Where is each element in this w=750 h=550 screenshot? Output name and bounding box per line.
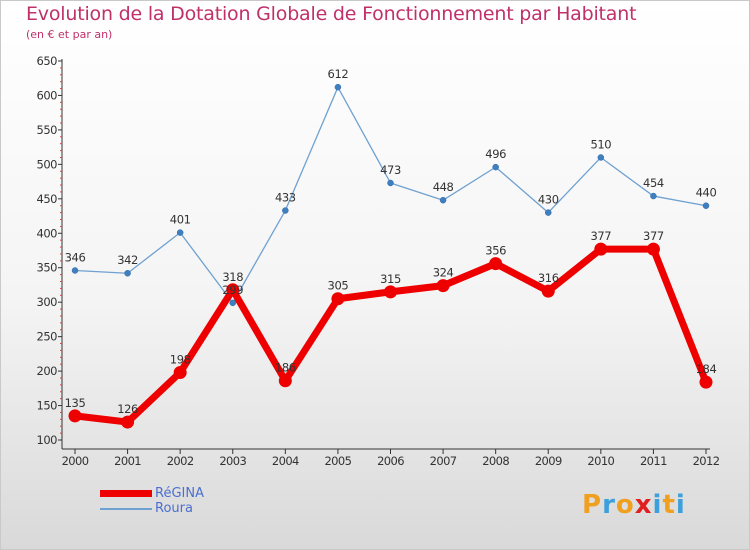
y-tick-label: 350: [37, 261, 58, 275]
brand-letter: i: [652, 490, 663, 520]
data-label-regina: 305: [328, 279, 349, 293]
point-regina: [699, 375, 713, 389]
x-tick-label: 2010: [587, 454, 614, 468]
x-tick-label: 2002: [167, 454, 194, 468]
x-tick-label: 2004: [272, 454, 299, 468]
brand-letter: t: [662, 490, 676, 520]
point-regina: [384, 285, 397, 299]
brand-letter: x: [634, 490, 653, 520]
point-regina: [541, 284, 555, 298]
data-label-regina: 377: [590, 229, 611, 243]
x-tick-label: 2000: [62, 454, 89, 468]
y-tick-label: 550: [37, 123, 58, 137]
data-label-roura: 401: [170, 213, 191, 227]
point-regina: [121, 415, 135, 429]
brand-letter: i: [675, 490, 686, 520]
point-regina: [331, 292, 345, 306]
point-roura: [702, 202, 710, 209]
data-label-regina: 324: [433, 266, 454, 280]
legend-item-regina: RéGINA: [100, 486, 204, 501]
legend-item-roura: Roura: [100, 501, 193, 516]
chart-subtitle: (en € et par an): [26, 28, 113, 41]
y-tick-label: 300: [37, 295, 58, 309]
proxiti-logo: Proxiti: [582, 490, 686, 520]
point-roura: [176, 229, 184, 236]
x-tick-label: 2008: [482, 454, 509, 468]
point-roura: [387, 179, 394, 187]
point-roura: [334, 83, 342, 91]
data-label-roura: 342: [117, 253, 138, 267]
data-label-roura: 510: [590, 137, 611, 151]
data-label-roura: 299: [222, 283, 243, 297]
x-tick-label: 2001: [114, 454, 141, 468]
brand-letter: o: [615, 490, 635, 520]
y-tick-label: 150: [37, 399, 58, 413]
point-roura: [597, 154, 605, 161]
data-label-regina: 184: [696, 362, 717, 376]
y-tick-label: 100: [37, 433, 58, 447]
data-label-roura: 448: [433, 180, 454, 194]
point-regina: [436, 279, 450, 293]
point-roura: [282, 207, 289, 214]
data-label-regina: 198: [170, 352, 191, 366]
y-tick-label: 600: [37, 88, 58, 102]
brand-letter: P: [582, 490, 603, 520]
data-label-roura: 454: [643, 176, 664, 190]
legend-swatch-roura: [100, 507, 152, 510]
legend-label-roura: Roura: [155, 501, 193, 516]
x-tick-label: 2006: [377, 454, 404, 468]
y-tick-label: 200: [37, 364, 58, 378]
legend-swatch-regina: [100, 490, 152, 497]
point-roura: [439, 196, 447, 204]
data-label-regina: 377: [643, 229, 664, 243]
data-label-roura: 473: [380, 163, 401, 177]
data-label-regina: 316: [538, 271, 559, 285]
data-label-regina: 356: [485, 244, 506, 258]
point-roura: [545, 209, 552, 216]
data-label-regina: 135: [65, 396, 86, 410]
data-label-roura: 433: [275, 191, 296, 205]
x-tick-label: 2005: [324, 454, 351, 468]
data-label-regina: 126: [117, 402, 138, 416]
point-regina: [278, 374, 292, 388]
y-tick-label: 450: [37, 192, 58, 206]
point-regina: [489, 257, 503, 271]
x-tick-label: 2012: [693, 454, 720, 468]
data-label-roura: 612: [328, 67, 349, 81]
data-label-regina: 186: [275, 361, 296, 375]
y-tick-label: 400: [37, 226, 58, 240]
data-label-regina: 318: [222, 270, 243, 284]
x-tick-label: 2003: [219, 454, 246, 468]
legend-label-regina: RéGINA: [155, 486, 204, 501]
series-line-roura: [74, 86, 707, 304]
x-tick-label: 2009: [535, 454, 562, 468]
x-tick-label: 2007: [430, 454, 457, 468]
point-regina: [68, 409, 82, 423]
point-roura: [229, 299, 236, 307]
data-label-roura: 440: [696, 186, 717, 200]
data-label-roura: 346: [65, 250, 86, 264]
point-regina: [226, 283, 240, 297]
point-regina: [646, 242, 660, 256]
y-tick-label: 250: [37, 330, 58, 344]
brand-letter: r: [602, 490, 616, 520]
point-roura: [71, 267, 79, 274]
data-label-roura: 496: [485, 147, 506, 161]
point-regina: [173, 365, 187, 379]
chart-title: Evolution de la Dotation Globale de Fonc…: [26, 3, 637, 25]
data-label-regina: 315: [380, 272, 401, 286]
data-label-roura: 430: [538, 193, 559, 207]
point-roura: [650, 192, 657, 200]
x-tick-label: 2011: [640, 454, 667, 468]
point-regina: [594, 242, 608, 256]
point-roura: [124, 269, 131, 277]
y-tick-label: 650: [37, 54, 58, 68]
y-tick-label: 500: [37, 157, 58, 171]
point-roura: [492, 163, 499, 171]
